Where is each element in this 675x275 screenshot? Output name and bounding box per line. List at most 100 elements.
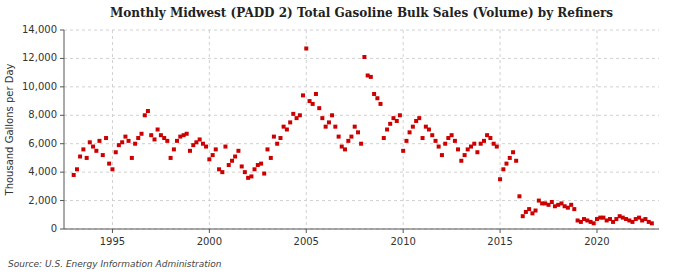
grid-line-y	[64, 229, 659, 230]
point	[356, 130, 360, 134]
grid	[64, 30, 659, 229]
point	[534, 209, 538, 213]
point	[378, 102, 382, 106]
grid-line-x	[500, 30, 501, 229]
chart-container: 02,0004,0006,0008,00010,00012,00014,0001…	[0, 0, 675, 275]
point	[123, 135, 127, 139]
point	[78, 155, 82, 159]
point	[101, 153, 105, 157]
point	[311, 102, 315, 106]
y-tick	[60, 200, 64, 201]
point	[359, 142, 363, 146]
point	[527, 207, 531, 211]
point	[249, 174, 253, 178]
point	[346, 139, 350, 143]
point	[85, 156, 89, 160]
point	[385, 128, 389, 132]
point	[110, 167, 114, 171]
x-tick	[306, 229, 307, 233]
point	[104, 136, 108, 140]
point	[343, 147, 347, 151]
point	[517, 194, 521, 198]
point	[269, 156, 273, 160]
grid-line-x	[596, 30, 597, 229]
grid-line-x	[209, 30, 210, 229]
point	[165, 139, 169, 143]
x-tick-label: 1995	[100, 236, 125, 247]
grid-line-x	[403, 30, 404, 229]
point	[508, 156, 512, 160]
x-tick-label: 2020	[584, 236, 609, 247]
point	[143, 113, 147, 117]
grid-line-x	[306, 30, 307, 229]
points	[72, 46, 654, 225]
point	[375, 96, 379, 100]
point	[333, 125, 337, 129]
point	[456, 147, 460, 151]
point	[372, 92, 376, 96]
point	[650, 221, 654, 225]
point	[185, 132, 189, 136]
point	[149, 133, 153, 137]
point	[472, 142, 476, 146]
point	[369, 75, 373, 79]
point	[169, 156, 173, 160]
point	[349, 135, 353, 139]
point	[417, 116, 421, 120]
point	[521, 214, 525, 218]
y-tick	[60, 229, 64, 230]
axes: 02,0004,0006,0008,00010,00012,00014,0001…	[22, 24, 659, 247]
point	[453, 139, 457, 143]
point	[488, 136, 492, 140]
point	[398, 113, 402, 117]
point	[327, 120, 331, 124]
point	[75, 167, 79, 171]
point	[443, 142, 447, 146]
point	[207, 157, 211, 161]
y-axis-label: Thousand Gallons per Day	[4, 63, 15, 196]
point	[550, 200, 554, 204]
point	[437, 145, 441, 149]
y-tick-label: 0	[51, 223, 57, 234]
point	[275, 142, 279, 146]
point	[220, 170, 224, 174]
point	[88, 140, 92, 144]
point	[330, 113, 334, 117]
point	[94, 149, 98, 153]
point	[450, 133, 454, 137]
x-axis-line	[64, 229, 659, 230]
x-tick-label: 2005	[294, 236, 319, 247]
point	[434, 139, 438, 143]
y-tick-label: 8,000	[28, 109, 57, 120]
point	[233, 155, 237, 159]
point	[504, 162, 508, 166]
point	[337, 135, 341, 139]
title: Monthly Midwest (PADD 2) Total Gasoline …	[110, 6, 613, 20]
point	[401, 149, 405, 153]
point	[314, 92, 318, 96]
x-tick	[500, 229, 501, 233]
point	[211, 153, 215, 157]
point	[440, 153, 444, 157]
point	[463, 153, 467, 157]
grid-line-y	[64, 200, 659, 201]
point	[427, 128, 431, 132]
point	[459, 159, 463, 163]
point	[127, 139, 131, 143]
point	[320, 116, 324, 120]
point	[301, 93, 305, 97]
point	[133, 142, 137, 146]
point	[243, 170, 247, 174]
point	[227, 163, 231, 167]
point	[266, 147, 270, 151]
point	[107, 162, 111, 166]
y-tick-label: 2,000	[28, 195, 57, 206]
point	[404, 139, 408, 143]
point	[259, 162, 263, 166]
point	[304, 46, 308, 50]
grid-line-y	[64, 30, 659, 31]
point	[475, 150, 479, 154]
point	[408, 130, 412, 134]
point	[153, 137, 157, 141]
x-tick	[209, 229, 210, 233]
